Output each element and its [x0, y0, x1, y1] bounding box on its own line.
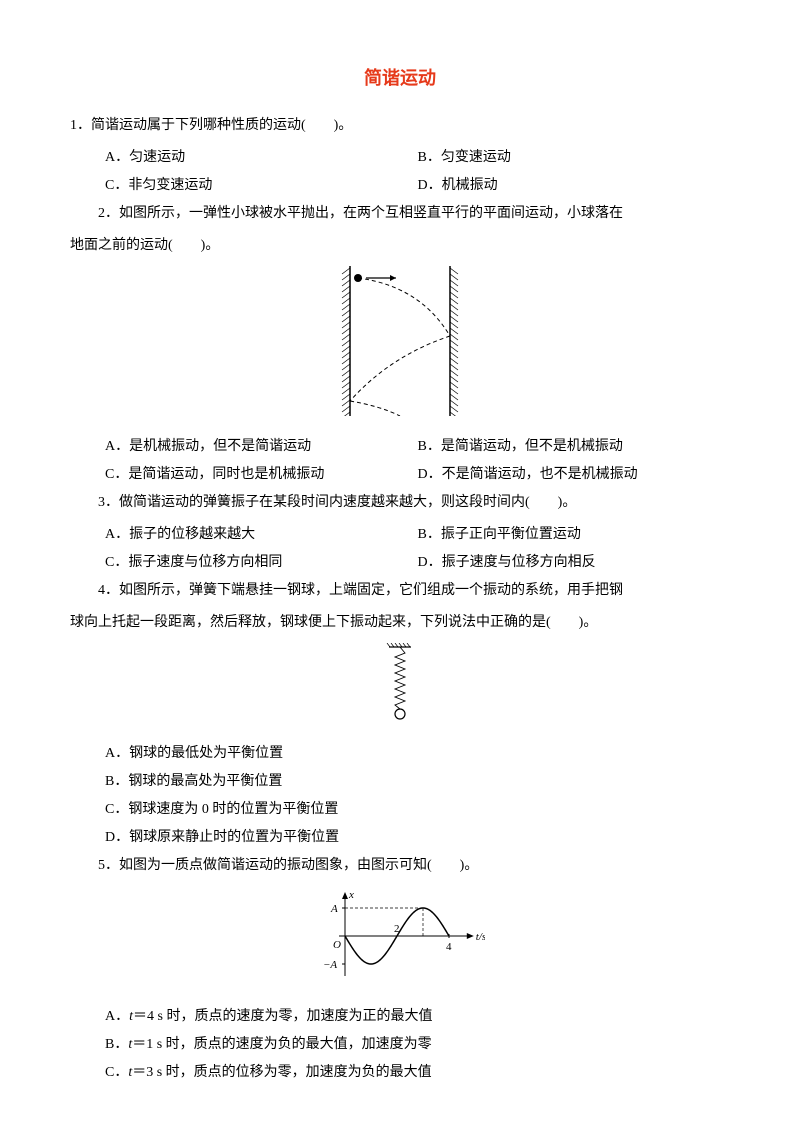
svg-text:2: 2 — [394, 923, 400, 935]
q4-opt-d: D．钢球原来静止时的位置为平衡位置 — [70, 824, 730, 852]
q3-opt-d: D．振子速度与位移方向相反 — [418, 549, 731, 577]
q5-a-post: ＝4 s 时，质点的速度为零，加速度为正的最大值 — [133, 1009, 432, 1024]
q2-opt-c: C．是简谐运动，同时也是机械振动 — [105, 461, 418, 489]
q5-opt-b: B．t＝1 s 时，质点的速度为负的最大值，加速度为零 — [70, 1031, 730, 1059]
q5-opt-a: A．t＝4 s 时，质点的速度为零，加速度为正的最大值 — [70, 1003, 730, 1031]
q1-opt-c: C．非匀变速运动 — [105, 172, 418, 200]
q4-diagram — [70, 643, 730, 734]
q2-opt-d: D．不是简谐运动，也不是机械振动 — [418, 461, 731, 489]
svg-text:O: O — [333, 939, 341, 951]
svg-text:4: 4 — [446, 941, 452, 953]
q5-b-post: ＝1 s 时，质点的速度为负的最大值，加速度为零 — [132, 1037, 431, 1052]
svg-text:x: x — [348, 889, 354, 901]
q5-c-prefix: C． — [105, 1065, 128, 1080]
q1-stem: 1．简谐运动属于下列哪种性质的运动( )。 — [70, 112, 730, 140]
q1-opt-b: B．匀变速运动 — [418, 144, 731, 172]
q2-opt-a: A．是机械振动，但不是简谐运动 — [105, 433, 418, 461]
page-title: 简谐运动 — [70, 60, 730, 96]
q2-opt-b: B．是简谐运动，但不是机械振动 — [418, 433, 731, 461]
q1-opt-a: A．匀速运动 — [105, 144, 418, 172]
q1-opt-d: D．机械振动 — [418, 172, 731, 200]
q3-opt-a: A．振子的位移越来越大 — [105, 521, 418, 549]
q3-stem: 3．做简谐运动的弹簧振子在某段时间内速度越来越大，则这段时间内( )。 — [70, 489, 730, 517]
svg-text:−A: −A — [323, 959, 337, 971]
q3-opt-b: B．振子正向平衡位置运动 — [418, 521, 731, 549]
q5-c-post: ＝3 s 时，质点的位移为零，加速度为负的最大值 — [132, 1065, 431, 1080]
q2-stem-line2: 地面之前的运动( )。 — [70, 232, 730, 260]
q2-diagram — [70, 266, 730, 427]
q4-stem-line1: 4．如图所示，弹簧下端悬挂一钢球，上端固定，它们组成一个振动的系统，用手把钢 — [70, 577, 730, 605]
svg-text:t/s: t/s — [476, 931, 485, 943]
q4-opt-b: B．钢球的最高处为平衡位置 — [70, 768, 730, 796]
q5-opt-c: C．t＝3 s 时，质点的位移为零，加速度为负的最大值 — [70, 1059, 730, 1087]
q5-diagram: xA −A O 2 4 t/s — [70, 886, 730, 997]
q5-a-prefix: A． — [105, 1009, 129, 1024]
q5-b-prefix: B． — [105, 1037, 128, 1052]
q4-stem-line2: 球向上托起一段距离，然后释放，钢球便上下振动起来，下列说法中正确的是( )。 — [70, 609, 730, 637]
q3-opt-c: C．振子速度与位移方向相同 — [105, 549, 418, 577]
q5-stem: 5．如图为一质点做简谐运动的振动图象，由图示可知( )。 — [70, 852, 730, 880]
svg-text:A: A — [330, 903, 338, 915]
q4-opt-c: C．钢球速度为 0 时的位置为平衡位置 — [70, 796, 730, 824]
q4-opt-a: A．钢球的最低处为平衡位置 — [70, 740, 730, 768]
q2-stem-line1: 2．如图所示，一弹性小球被水平抛出，在两个互相竖直平行的平面间运动，小球落在 — [70, 200, 730, 228]
